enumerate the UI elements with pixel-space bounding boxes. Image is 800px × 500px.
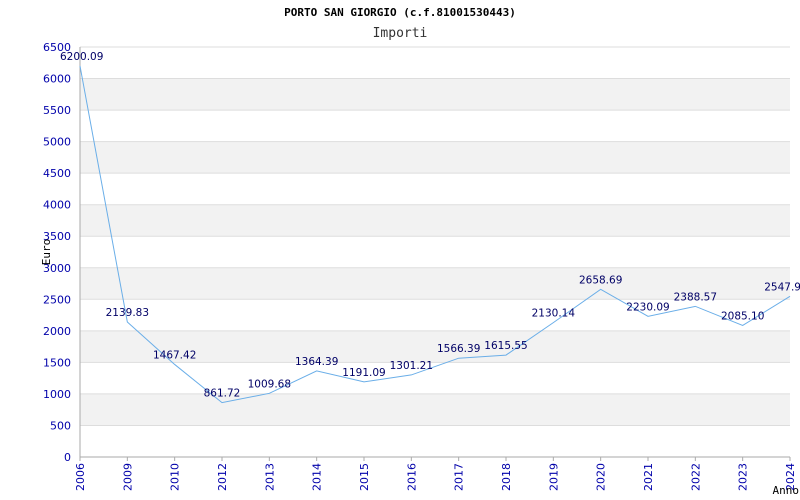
chart-subtitle: Importi: [373, 26, 428, 41]
grid-band: [80, 267, 790, 300]
x-tick-label: 2009: [121, 463, 134, 491]
plot-background-bands: [80, 78, 790, 426]
x-tick-label: 2017: [453, 463, 466, 491]
data-label: 1467.42: [153, 349, 196, 361]
grid-band: [80, 204, 790, 237]
y-tick-label: 6000: [43, 73, 71, 86]
data-label: 2130.14: [532, 308, 576, 320]
data-label: 861.72: [204, 388, 241, 400]
data-label: 1615.55: [484, 340, 527, 352]
data-label: 6200.09: [60, 51, 103, 63]
y-tick-label: 1500: [43, 356, 71, 369]
y-tick-label: 4000: [43, 199, 71, 212]
data-label: 2230.09: [626, 301, 669, 313]
data-label: 1191.09: [342, 367, 385, 379]
x-tick-label: 2016: [405, 463, 418, 491]
x-tick-label: 2013: [263, 463, 276, 491]
x-tick-label: 2012: [216, 463, 229, 491]
y-axis-label: Euro: [40, 239, 53, 266]
y-tick-label: 2500: [43, 293, 71, 306]
data-label: 1301.21: [390, 360, 433, 372]
y-tick-label: 5500: [43, 104, 71, 117]
y-tick-label: 4500: [43, 167, 71, 180]
y-tick-label: 6500: [43, 41, 71, 54]
y-tick-label: 0: [64, 451, 71, 464]
data-labels: 6200.09 2139.83 1467.42 861.72 1009.68 1364.3…: [60, 51, 800, 403]
x-tick-label: 2010: [169, 463, 182, 491]
y-tick-label: 2000: [43, 325, 71, 338]
grid-band: [80, 393, 790, 426]
y-tick-label: 1000: [43, 388, 71, 401]
y-tick-label: 3000: [43, 262, 71, 275]
data-label: 1364.39: [295, 356, 338, 368]
y-tick-label: 3500: [43, 230, 71, 243]
x-tick-label: 2015: [358, 463, 371, 491]
x-tick-label: 2018: [500, 463, 513, 491]
x-tick-label: 2024: [784, 463, 797, 491]
series-line: [79, 65, 791, 404]
data-label: 2388.57: [674, 291, 717, 303]
data-label: 2085.10: [721, 310, 764, 322]
x-tick-label: 2023: [737, 463, 750, 491]
x-axis-label: Anno: [773, 484, 800, 497]
x-tick-label: 2021: [642, 463, 655, 491]
grid-band: [80, 141, 790, 174]
y-axis-ticks: 0 500 1000 1500 2000 2500 3000 3500 4000 4500 5000…: [43, 41, 71, 464]
x-tick-label: 2006: [74, 463, 87, 491]
x-tick-label: 2014: [311, 463, 324, 491]
data-label: 2658.69: [579, 274, 622, 286]
data-label: 1009.68: [248, 378, 291, 390]
x-tick-label: 2019: [547, 463, 560, 491]
grid-band: [80, 330, 790, 363]
data-label: 2139.83: [106, 307, 149, 319]
grid-band: [80, 78, 790, 111]
x-tick-label: 2022: [689, 463, 702, 491]
chart-title: PORTO SAN GIORGIO (c.f.81001530443): [284, 6, 516, 19]
x-axis-ticks: 2006 2009 2010 2012 2013 2014 2015 2016 2017 2018…: [74, 457, 797, 491]
x-tick-label: 2020: [595, 463, 608, 491]
data-label: 1566.39: [437, 343, 480, 355]
data-label: 2547.9: [764, 281, 800, 293]
y-tick-label: 500: [50, 419, 71, 432]
y-tick-label: 5000: [43, 136, 71, 149]
